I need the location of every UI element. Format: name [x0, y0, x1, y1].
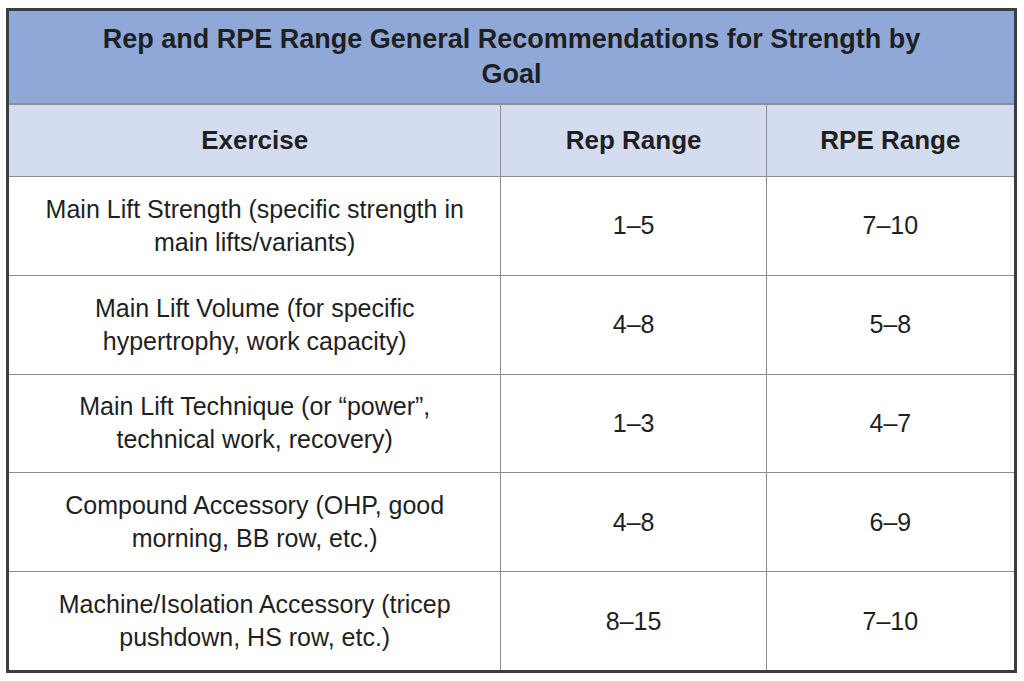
- exercise-cell: Compound Accessory (OHP, good morning, B…: [9, 473, 500, 571]
- exercise-cell: Main Lift Strength (specific strength in…: [9, 177, 500, 275]
- column-header-rpe-range: RPE Range: [766, 105, 1014, 176]
- rpe-range-cell: 6–9: [766, 473, 1014, 571]
- column-header-rep-range: Rep Range: [500, 105, 765, 176]
- rpe-range-cell: 5–8: [766, 276, 1014, 374]
- rep-range-cell: 1–3: [500, 375, 765, 473]
- exercise-cell: Machine/Isolation Accessory (tricep push…: [9, 572, 500, 670]
- table-row: Main Lift Technique (or “power”, technic…: [9, 375, 1014, 474]
- rep-rpe-recommendations-table: Rep and RPE Range General Recommendation…: [6, 8, 1017, 673]
- table-row: Compound Accessory (OHP, good morning, B…: [9, 473, 1014, 572]
- table-row: Main Lift Strength (specific strength in…: [9, 177, 1014, 276]
- rpe-range-cell: 7–10: [766, 572, 1014, 670]
- table-row: Main Lift Volume (for specific hypertrop…: [9, 276, 1014, 375]
- rpe-range-cell: 7–10: [766, 177, 1014, 275]
- rep-range-cell: 4–8: [500, 473, 765, 571]
- rep-range-cell: 4–8: [500, 276, 765, 374]
- table-header-row: Exercise Rep Range RPE Range: [9, 105, 1014, 177]
- rep-range-cell: 8–15: [500, 572, 765, 670]
- rep-range-cell: 1–5: [500, 177, 765, 275]
- table-title: Rep and RPE Range General Recommendation…: [9, 11, 1014, 105]
- column-header-exercise: Exercise: [9, 105, 500, 176]
- exercise-cell: Main Lift Volume (for specific hypertrop…: [9, 276, 500, 374]
- table-row: Machine/Isolation Accessory (tricep push…: [9, 572, 1014, 670]
- exercise-cell: Main Lift Technique (or “power”, technic…: [9, 375, 500, 473]
- rpe-range-cell: 4–7: [766, 375, 1014, 473]
